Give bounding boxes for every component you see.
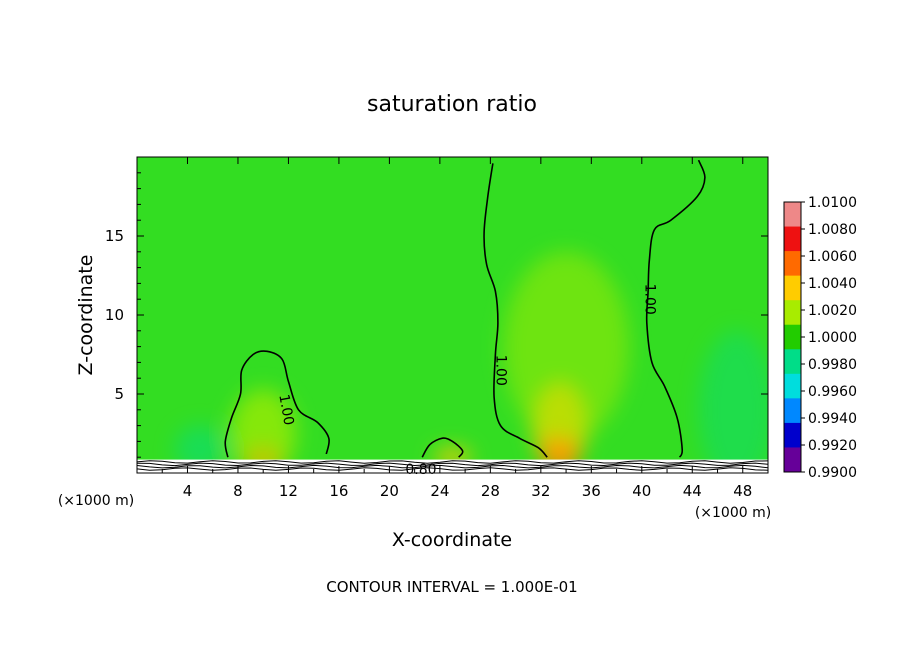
colorbar-tick-label: 1.0060	[808, 249, 857, 265]
colorbar-tick-label: 0.9980	[808, 357, 857, 373]
x-tick-label: 40	[632, 482, 651, 500]
colorbar-tick-label: 1.0000	[808, 330, 857, 346]
colorbar: 1.0100 1.0080 1.0060 1.0040 1.0020 1.0000 0.99…	[783, 195, 857, 481]
x-tick-label: 16	[329, 482, 348, 500]
y-axis-label: Z-coordinate	[75, 255, 97, 376]
colorbar-tick-label: 1.0020	[808, 303, 857, 319]
colorbar-tick-label: 1.0040	[808, 276, 857, 292]
colorbar-segment	[784, 202, 801, 228]
colorbar-segment	[784, 324, 801, 350]
x-tick-label: 4	[183, 482, 193, 500]
x-tick-label: 28	[481, 482, 500, 500]
x-tick-label: 48	[733, 482, 752, 500]
contour-interval-note: CONTOUR INTERVAL = 1.000E-01	[326, 578, 577, 596]
x-tick-label: 8	[233, 482, 243, 500]
hotspot	[698, 330, 768, 473]
colorbar-segment	[784, 398, 801, 424]
x-unit-left: (×1000 m)	[58, 493, 134, 509]
colorbar-segment	[784, 275, 801, 301]
contour-line	[224, 350, 330, 458]
y-tick-label: 15	[105, 227, 124, 245]
colorbar-segment	[784, 422, 801, 448]
x-tick-label: 32	[531, 482, 550, 500]
ground-contour	[137, 462, 768, 467]
colorbar-tick-label: 1.0080	[808, 222, 857, 238]
colorbar-segment	[784, 349, 801, 375]
ground-contour	[137, 464, 768, 469]
hotspot	[502, 251, 630, 442]
ground-contour	[137, 467, 768, 471]
colorbar-segment	[784, 300, 801, 326]
contour-label: 1.00	[275, 393, 296, 426]
y-axis: 5 10 15	[105, 172, 768, 458]
x-tick-label: 24	[430, 482, 449, 500]
x-tick-label: 20	[380, 482, 399, 500]
x-tick-label: 44	[683, 482, 702, 500]
contour-line	[645, 159, 706, 458]
contour-line	[483, 163, 548, 458]
colorbar-tick-label: 0.9940	[808, 411, 857, 427]
colorbar-tick-label: 0.9960	[808, 384, 857, 400]
colorbar-segment	[784, 226, 801, 252]
contour-label: 1.00	[492, 355, 508, 386]
y-tick-label: 10	[105, 306, 124, 324]
x-axis-label: X-coordinate	[392, 529, 512, 551]
colorbar-segment	[784, 373, 801, 399]
colorbar-segment	[784, 251, 801, 277]
contour-line	[421, 437, 464, 458]
ground-contour	[137, 460, 768, 464]
contour-label: 0.80	[405, 462, 436, 478]
hotspot	[230, 389, 297, 473]
chart-title: saturation ratio	[367, 92, 537, 117]
contour-label: 1.00	[641, 284, 657, 315]
x-tick-label: 36	[582, 482, 601, 500]
x-axis: 4 8 12 16 20 24 28 32 36 40 44 48	[161, 157, 752, 500]
x-unit-right: (×1000 m)	[695, 505, 771, 521]
colorbar-tick-label: 1.0100	[808, 195, 857, 211]
x-tick-label: 12	[279, 482, 298, 500]
ground-layer	[137, 459, 768, 473]
colorbar-tick-label: 0.9900	[808, 465, 857, 481]
colorbar-segment	[784, 447, 801, 473]
y-tick-label: 5	[114, 385, 124, 403]
colorbar-tick-label: 0.9920	[808, 438, 857, 454]
plot-area: 1.00 1.00 1.00 0.80	[136, 156, 769, 478]
